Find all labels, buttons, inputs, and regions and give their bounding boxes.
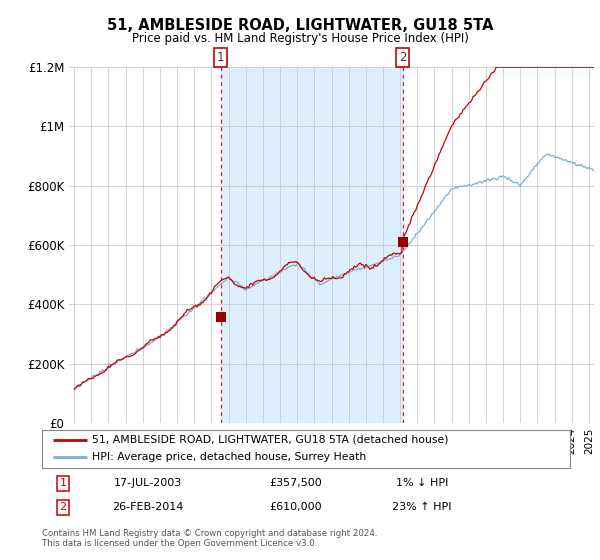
Text: 1: 1 xyxy=(59,478,67,488)
Bar xyxy=(221,67,403,423)
Text: £610,000: £610,000 xyxy=(269,502,322,512)
Text: 1: 1 xyxy=(217,50,224,64)
Text: Contains HM Land Registry data © Crown copyright and database right 2024.
This d: Contains HM Land Registry data © Crown c… xyxy=(42,529,377,548)
Text: 51, AMBLESIDE ROAD, LIGHTWATER, GU18 5TA: 51, AMBLESIDE ROAD, LIGHTWATER, GU18 5TA xyxy=(107,18,493,32)
Text: 26-FEB-2014: 26-FEB-2014 xyxy=(112,502,183,512)
Text: HPI: Average price, detached house, Surrey Heath: HPI: Average price, detached house, Surr… xyxy=(92,452,367,463)
Text: £357,500: £357,500 xyxy=(269,478,322,488)
Text: 23% ↑ HPI: 23% ↑ HPI xyxy=(392,502,452,512)
Text: 51, AMBLESIDE ROAD, LIGHTWATER, GU18 5TA (detached house): 51, AMBLESIDE ROAD, LIGHTWATER, GU18 5TA… xyxy=(92,435,449,445)
Text: 2: 2 xyxy=(59,502,67,512)
Text: 17-JUL-2003: 17-JUL-2003 xyxy=(113,478,182,488)
Text: Price paid vs. HM Land Registry's House Price Index (HPI): Price paid vs. HM Land Registry's House … xyxy=(131,31,469,45)
Text: 1% ↓ HPI: 1% ↓ HPI xyxy=(396,478,448,488)
Text: 2: 2 xyxy=(399,50,406,64)
